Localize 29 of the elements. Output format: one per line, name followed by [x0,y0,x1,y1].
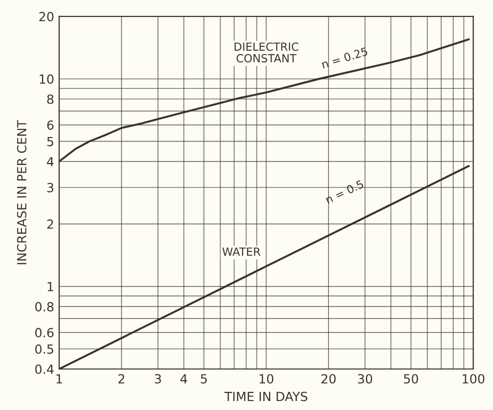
x-tick-label: 50 [404,374,418,384]
annotation: n = 0.5 [325,180,364,204]
x-tick-label: 100 [462,374,484,384]
x-tick-label: 3 [154,374,161,384]
y-tick-label: 0.6 [35,328,54,338]
y-tick-label: 10 [40,74,54,84]
annotation: DIELECTRIC CONSTANT [234,42,298,62]
x-axis-title: TIME IN DAYS [224,392,308,402]
y-tick-label: 0.8 [35,302,54,312]
y-tick-label: 2 [47,219,54,229]
y-tick-label: 4 [46,157,54,166]
y-axis-title: INCREASE IN PER CENT [16,120,26,264]
annotation: n = 0.25 [321,47,368,69]
x-tick-label: 2 [118,374,124,384]
x-tick-label: 20 [322,374,336,384]
y-tick-label: 0.4 [35,364,54,374]
y-tick-label: 20 [39,12,54,22]
y-tick-label: 0.5 [35,344,54,354]
x-tick-label: 30 [358,374,372,384]
y-tick-label: 6 [47,120,54,130]
x-tick-label: 1 [56,374,62,384]
x-tick-label: 10 [260,374,274,384]
y-tick-label: 3 [47,182,54,192]
x-tick-label: 5 [200,374,207,384]
x-tick-label: 4 [180,374,188,384]
annotation: WATER [222,248,260,256]
y-tick-label: 8 [47,94,54,104]
y-tick-label: 1 [48,282,54,292]
y-tick-label: 5 [47,136,54,146]
